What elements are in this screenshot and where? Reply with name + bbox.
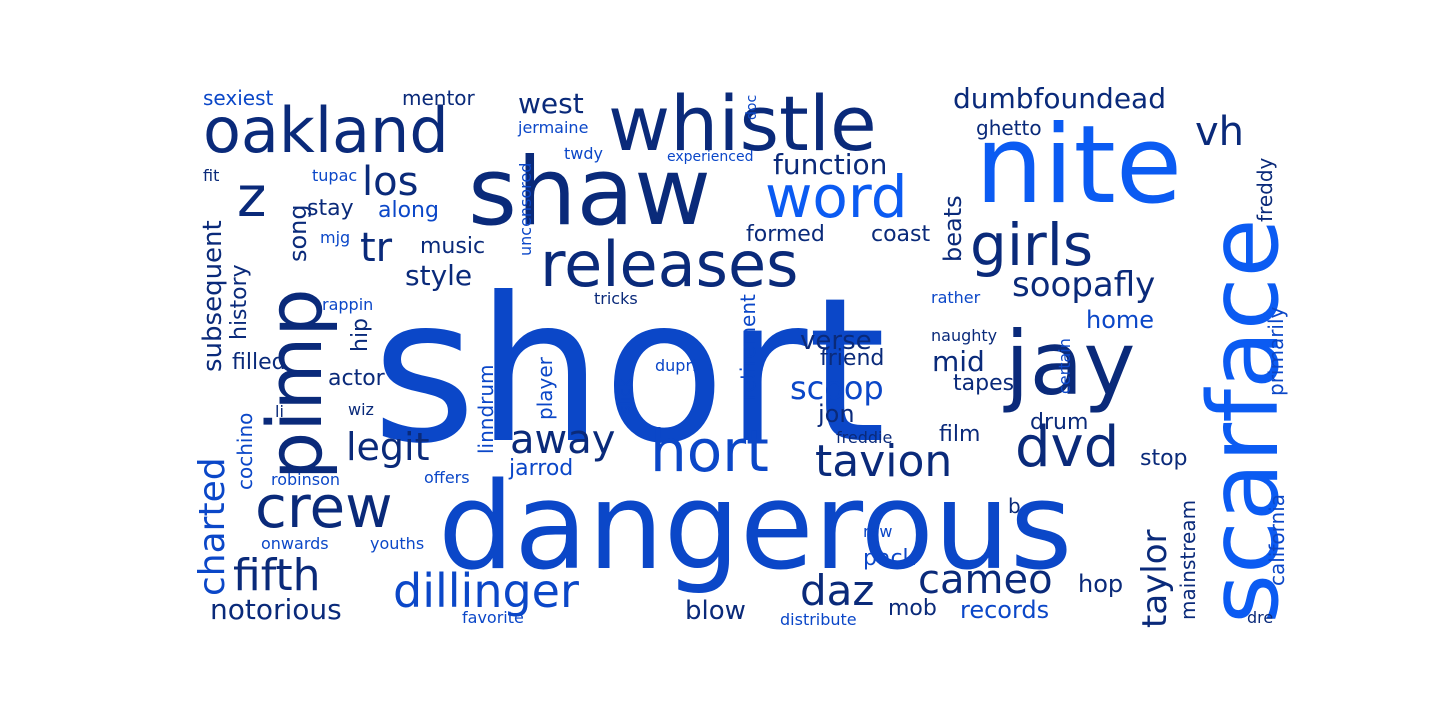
word-player: player: [533, 357, 557, 420]
word-hort: hort: [650, 417, 769, 485]
word-fifth: fifth: [233, 550, 321, 601]
word-records: records: [960, 596, 1050, 624]
word-notorious: notorious: [210, 593, 342, 626]
word-charted: charted: [192, 457, 233, 596]
word-fit: fit: [203, 166, 220, 185]
word-subsequent: subsequent: [198, 220, 228, 372]
word-retirement: retirement: [736, 294, 760, 400]
word-rappin: rappin: [322, 295, 374, 314]
word-onwards: onwards: [261, 534, 329, 553]
word-filled: filled: [232, 350, 286, 375]
word-offers: offers: [424, 468, 470, 487]
word-rather: rather: [931, 288, 981, 307]
word-tr: tr: [360, 225, 393, 271]
word-freddie: freddie: [836, 428, 893, 447]
word-jon: jon: [818, 400, 855, 428]
word-distribute: distribute: [780, 610, 857, 629]
word-cameo: cameo: [918, 557, 1053, 603]
word-hip: hip: [348, 317, 373, 352]
word-scoop: scoop: [790, 369, 884, 407]
word-whistle: whistle: [608, 79, 877, 168]
word-tupac: tupac: [312, 166, 358, 185]
word-blow: blow: [685, 596, 746, 626]
word-actor: actor: [328, 366, 385, 391]
word-dre: dre: [1247, 608, 1274, 627]
word-slick: slick: [615, 378, 634, 414]
word-along: along: [378, 198, 439, 223]
word-youths: youths: [370, 534, 425, 553]
word-jay: jay: [1005, 312, 1136, 415]
word-beats: beats: [939, 195, 967, 262]
word-dillinger: dillinger: [393, 564, 579, 618]
word-music: music: [420, 234, 486, 259]
word-stay: stay: [307, 196, 354, 221]
word-dangerous: dangerous: [438, 458, 1073, 597]
word-dupri: dupri: [655, 356, 697, 375]
word-dvd: dvd: [1015, 415, 1120, 480]
word-uncensored: uncensored: [516, 162, 535, 256]
word-soopafly: soopafly: [1012, 265, 1156, 305]
word-film: film: [939, 422, 981, 447]
word-ghetto: ghetto: [976, 116, 1042, 140]
word-legit: legit: [346, 425, 430, 469]
word-cochino: cochino: [233, 412, 257, 490]
word-vh: vh: [1195, 109, 1245, 155]
word-california: california: [1265, 493, 1289, 586]
word-coast: coast: [871, 222, 931, 247]
word-girls: girls: [970, 211, 1094, 279]
word-b: b: [1008, 494, 1021, 518]
word-drum: drum: [1030, 410, 1089, 435]
word-robinson: robinson: [271, 470, 341, 489]
word-function: function: [773, 148, 888, 181]
word-freddy: freddy: [1253, 157, 1277, 222]
word-west: west: [518, 87, 584, 120]
word-naughty: naughty: [931, 326, 998, 345]
word-verse: verse: [800, 326, 872, 356]
word-mainstream: mainstream: [1176, 499, 1200, 620]
word-mentor: mentor: [402, 86, 475, 110]
word-twdy: twdy: [564, 144, 603, 163]
word-experienced: experienced: [667, 149, 754, 165]
word-jarrod: jarrod: [509, 456, 574, 481]
word-releases: releases: [540, 228, 799, 301]
word-dumbfoundead: dumbfoundead: [953, 82, 1166, 115]
word-favorite: favorite: [462, 608, 524, 627]
word-friend: friend: [820, 346, 885, 371]
word-tricks: tricks: [594, 289, 638, 308]
word-home: home: [1086, 306, 1155, 334]
word-taylor: taylor: [1135, 529, 1175, 628]
word-linndrum: linndrum: [474, 364, 498, 454]
word-shaw: shaw: [468, 138, 712, 247]
word-tavion: tavion: [815, 436, 953, 487]
word-word: word: [765, 163, 908, 231]
word-oakland: oakland: [203, 94, 449, 167]
word-stop: stop: [1140, 446, 1188, 471]
word-mob: mob: [888, 596, 937, 621]
word-away: away: [510, 417, 616, 463]
word-mjg: mjg: [320, 228, 351, 247]
word-sexiest: sexiest: [203, 86, 274, 110]
word-pimp: pimp: [250, 288, 339, 480]
word-primarily: primarily: [1264, 306, 1288, 396]
word-hop: hop: [1078, 570, 1124, 598]
word-short: short: [372, 255, 886, 488]
word-pack: pack: [863, 546, 916, 571]
word-formed: formed: [746, 222, 825, 247]
word-wiz: wiz: [348, 400, 374, 419]
word-style: style: [405, 259, 473, 292]
word-z: z: [237, 165, 267, 230]
word-certain: certain: [1055, 338, 1074, 394]
word-jermaine: jermaine: [518, 118, 589, 137]
word-history: history: [227, 264, 252, 340]
word-los: los: [362, 159, 419, 205]
word-doc: doc: [744, 94, 760, 120]
word-daz: daz: [800, 566, 875, 615]
word-li: li: [275, 402, 284, 421]
word-crew: crew: [255, 473, 393, 541]
word-tapes: tapes: [953, 371, 1015, 396]
word-nite: nite: [975, 103, 1183, 228]
word-mid: mid: [932, 345, 985, 378]
word-raw: raw: [863, 522, 893, 541]
